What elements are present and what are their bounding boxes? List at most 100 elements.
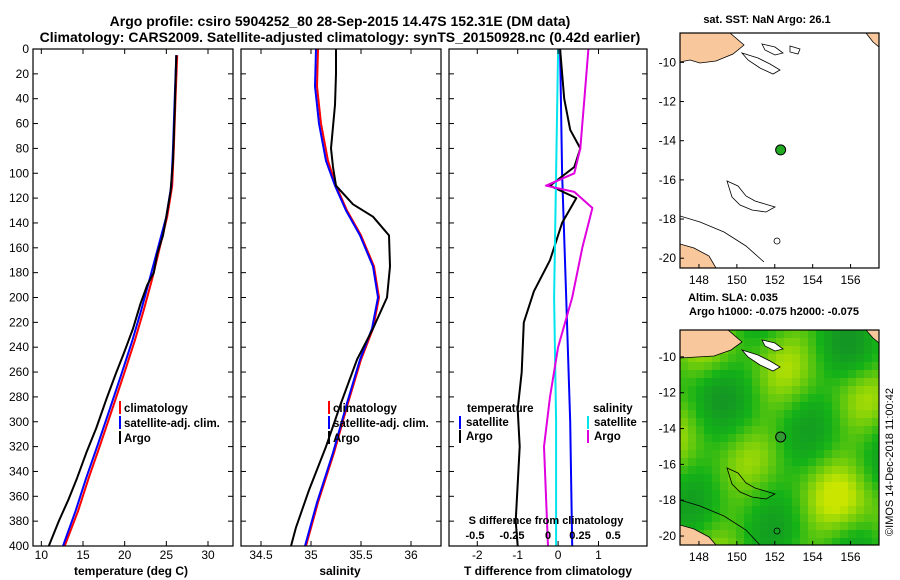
sla-map-title: Altim. SLA: 0.035 bbox=[688, 292, 778, 304]
sla-cell bbox=[752, 442, 761, 451]
sla-cell bbox=[760, 442, 769, 451]
sla-cell bbox=[744, 386, 753, 395]
sla-cell bbox=[736, 514, 745, 523]
sst-map-title: sat. SST: NaN Argo: 26.1 bbox=[703, 14, 830, 26]
sla-cell bbox=[744, 418, 753, 427]
sla-cell bbox=[744, 530, 753, 539]
sla-cell bbox=[816, 402, 825, 411]
sla-cell bbox=[832, 514, 841, 523]
salinity-series bbox=[290, 49, 391, 546]
sla-cell bbox=[816, 506, 825, 515]
sla-cell bbox=[872, 474, 879, 483]
sla-cell bbox=[784, 362, 793, 371]
sla-cell bbox=[752, 434, 761, 443]
sla-cell bbox=[720, 418, 729, 427]
sla-cell bbox=[872, 506, 879, 515]
sla-cell bbox=[800, 370, 809, 379]
sla-cell bbox=[848, 402, 857, 411]
sla-cell bbox=[864, 402, 873, 411]
sla-cell bbox=[784, 522, 793, 531]
map-x-tick-label: 148 bbox=[689, 273, 709, 287]
sla-cell bbox=[872, 418, 879, 427]
depth-tick-label: 80 bbox=[16, 141, 30, 155]
sla-cell bbox=[800, 362, 809, 371]
sla-cell bbox=[736, 506, 745, 515]
sla-cell bbox=[776, 338, 785, 347]
sla-cell bbox=[720, 386, 729, 395]
sla-cell bbox=[864, 338, 873, 347]
sla-cell bbox=[680, 362, 689, 371]
map-y-tick-label: -18 bbox=[659, 493, 677, 507]
sla-cell bbox=[728, 434, 737, 443]
sla-cell bbox=[768, 450, 777, 459]
sla-cell bbox=[744, 490, 753, 499]
sla-cell bbox=[864, 506, 873, 515]
map-x-tick-label: 150 bbox=[727, 550, 747, 564]
sla-cell bbox=[872, 522, 879, 531]
sla-cell bbox=[816, 450, 825, 459]
sla-cell bbox=[744, 362, 753, 371]
sla-cell bbox=[680, 466, 689, 475]
sla-cell bbox=[736, 498, 745, 507]
sla-cell bbox=[744, 338, 753, 347]
sla-cell bbox=[840, 386, 849, 395]
sla-cell bbox=[864, 474, 873, 483]
sla-cell bbox=[728, 410, 737, 419]
sla-cell bbox=[776, 362, 785, 371]
sla-cell bbox=[808, 362, 817, 371]
sla-cell bbox=[744, 538, 753, 545]
depth-tick-label: 320 bbox=[9, 440, 29, 454]
sla-cell bbox=[864, 498, 873, 507]
sla-cell bbox=[696, 474, 705, 483]
sla-cell bbox=[744, 482, 753, 491]
sla-cell bbox=[856, 442, 865, 451]
sla-cell bbox=[720, 450, 729, 459]
sla-cell bbox=[728, 490, 737, 499]
difference-series bbox=[514, 49, 594, 546]
sla-land bbox=[865, 330, 879, 344]
sla-cell bbox=[768, 474, 777, 483]
sla-cell bbox=[688, 354, 697, 363]
sla-cell bbox=[840, 442, 849, 451]
sla-cell bbox=[704, 482, 713, 491]
sla-cell bbox=[856, 370, 865, 379]
series-argo bbox=[290, 49, 391, 546]
sla-cell bbox=[736, 410, 745, 419]
depth-tick-label: 200 bbox=[9, 291, 29, 305]
map-x-tick-label: 152 bbox=[765, 550, 785, 564]
sla-cell bbox=[752, 450, 761, 459]
sla-cell bbox=[856, 506, 865, 515]
sla-cell bbox=[816, 426, 825, 435]
sla-cell bbox=[760, 370, 769, 379]
sla-cell bbox=[808, 394, 817, 403]
sla-cell bbox=[848, 458, 857, 467]
sla-cell bbox=[872, 450, 879, 459]
map-y-tick-label: -12 bbox=[659, 386, 677, 400]
sla-cell bbox=[864, 466, 873, 475]
sla-cell bbox=[736, 466, 745, 475]
sla-cell bbox=[864, 354, 873, 363]
sla-cell bbox=[744, 466, 753, 475]
sla-cell bbox=[848, 426, 857, 435]
sla-cell bbox=[784, 442, 793, 451]
sst-map-frame bbox=[679, 32, 880, 269]
sla-cell bbox=[856, 482, 865, 491]
sla-cell bbox=[864, 410, 873, 419]
sla-cell bbox=[832, 530, 841, 539]
sla-cell bbox=[840, 346, 849, 355]
sla-cell bbox=[744, 330, 753, 339]
sla-cell bbox=[872, 386, 879, 395]
sla-cell bbox=[696, 370, 705, 379]
sla-cell bbox=[752, 410, 761, 419]
map-x-tick-label: 156 bbox=[841, 550, 861, 564]
temperature-legend: climatology satellite-adj. clim. Argo bbox=[119, 401, 220, 445]
sla-argo-marker bbox=[775, 431, 787, 443]
sla-cell bbox=[712, 402, 721, 411]
s-tick-label: 0.5 bbox=[605, 530, 620, 542]
sla-cell bbox=[696, 354, 705, 363]
difference-panel: -2 -1 0 1 temperature satellite Argo salini… bbox=[448, 48, 648, 578]
sla-cell bbox=[872, 346, 879, 355]
sla-cell bbox=[792, 394, 801, 403]
sla-cell bbox=[728, 386, 737, 395]
sla-cell bbox=[792, 522, 801, 531]
